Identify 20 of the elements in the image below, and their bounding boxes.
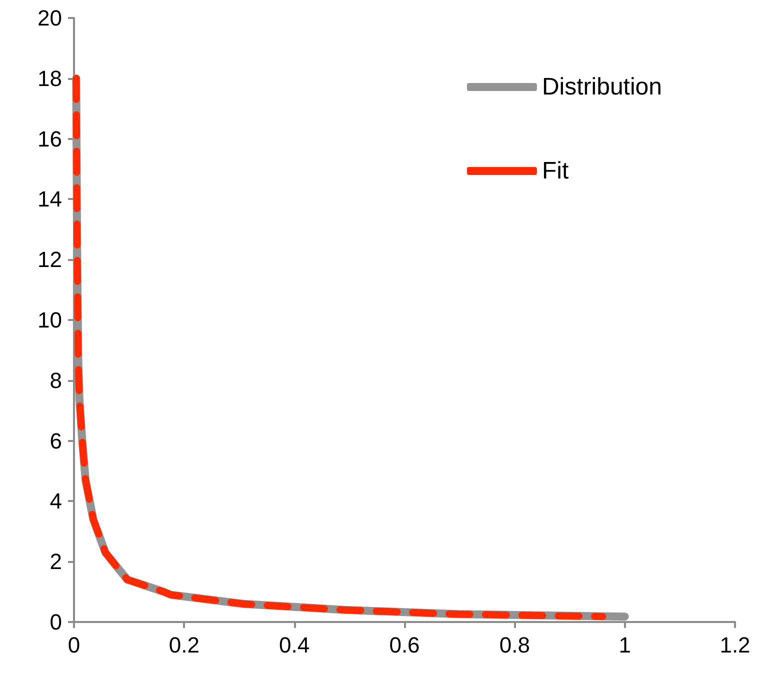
y-tick-label: 10: [38, 308, 62, 332]
x-tick-label: 1: [618, 632, 631, 658]
y-tick-label: 4: [50, 488, 62, 514]
x-tick-label: 0.2: [168, 632, 200, 658]
y-tick-label: 20: [38, 6, 62, 30]
y-tick-label: 12: [38, 247, 62, 272]
x-tick-label: 0.4: [279, 632, 310, 658]
legend-label: Fit: [542, 158, 569, 184]
x-tick-label: 0: [68, 632, 80, 658]
x-tick-label: 0.6: [389, 632, 420, 658]
y-tick-label: 6: [50, 428, 62, 454]
y-tick-label: 14: [38, 186, 62, 212]
y-tick-label: 0: [50, 610, 62, 634]
y-tick-label: 18: [38, 66, 62, 91]
y-tick-label: 2: [50, 549, 62, 574]
y-tick-label: 16: [38, 126, 62, 152]
y-tick-label: 8: [50, 368, 62, 393]
x-tick-label: 1.2: [720, 632, 750, 658]
legend-label: Distribution: [542, 74, 662, 100]
x-tick-label: 0.8: [499, 632, 530, 658]
